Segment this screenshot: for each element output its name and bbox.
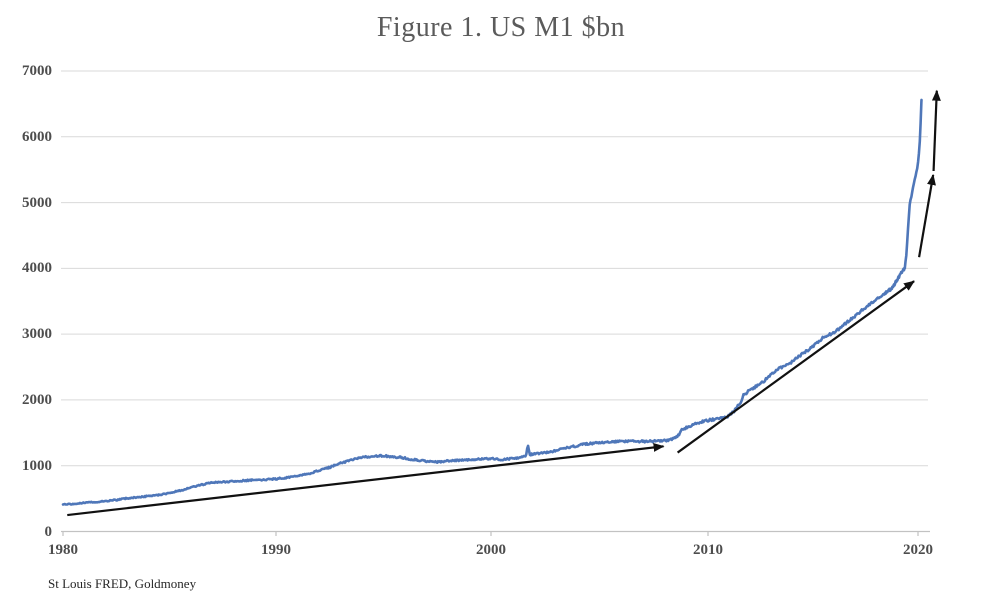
y-axis-tick-label: 3000 xyxy=(22,326,52,343)
y-axis-tick-label: 0 xyxy=(44,523,53,540)
trend-arrow xyxy=(676,280,915,454)
trend-arrow xyxy=(67,442,665,517)
x-axis-tick-label: 1980 xyxy=(48,542,78,558)
trend-arrow xyxy=(931,89,941,172)
x-axis-tick-label: 2010 xyxy=(693,542,723,558)
y-axis-tick-label: 4000 xyxy=(22,260,52,277)
trend-arrow xyxy=(918,173,936,258)
y-axis-tick-label: 1000 xyxy=(22,457,52,474)
x-axis-tick-label: 2020 xyxy=(903,542,933,558)
x-axis-tick-label: 1990 xyxy=(261,542,291,558)
y-axis-tick-label: 6000 xyxy=(22,128,52,145)
m1-series-line xyxy=(61,98,923,506)
y-axis-tick-label: 7000 xyxy=(22,62,52,79)
x-axis-tick-label: 2000 xyxy=(476,542,506,558)
y-axis-tick-label: 2000 xyxy=(22,391,52,408)
chart-title: Figure 1. US M1 $bn xyxy=(376,12,626,43)
source-note: St Louis FRED, Goldmoney xyxy=(48,576,197,591)
y-axis-tick-label: 5000 xyxy=(22,194,52,211)
